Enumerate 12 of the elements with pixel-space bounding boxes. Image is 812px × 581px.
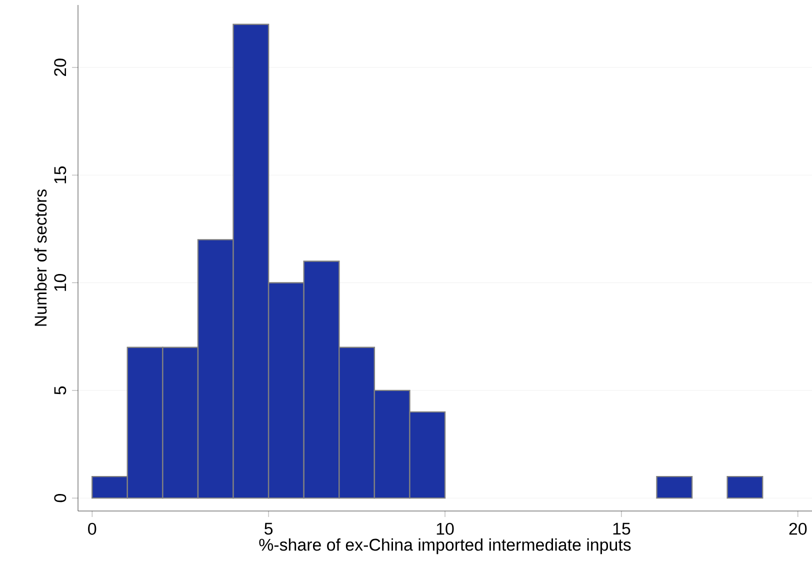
x-tick-label: 0 bbox=[88, 522, 96, 535]
y-tick-label: 10 bbox=[54, 274, 66, 291]
x-tick-label: 20 bbox=[789, 522, 807, 535]
y-tick-label: 0 bbox=[54, 494, 66, 502]
x-axis-title: %-share of ex-China imported intermediate inputs bbox=[259, 538, 631, 554]
x-tick-label: 10 bbox=[436, 522, 454, 535]
x-tick-label: 5 bbox=[264, 522, 273, 535]
y-tick-label: 15 bbox=[54, 166, 66, 184]
y-axis-title: Number of sectors bbox=[34, 189, 47, 326]
y-tick-label: 5 bbox=[54, 386, 66, 394]
x-tick-label: 15 bbox=[613, 522, 630, 535]
y-tick-label: 20 bbox=[54, 58, 66, 76]
